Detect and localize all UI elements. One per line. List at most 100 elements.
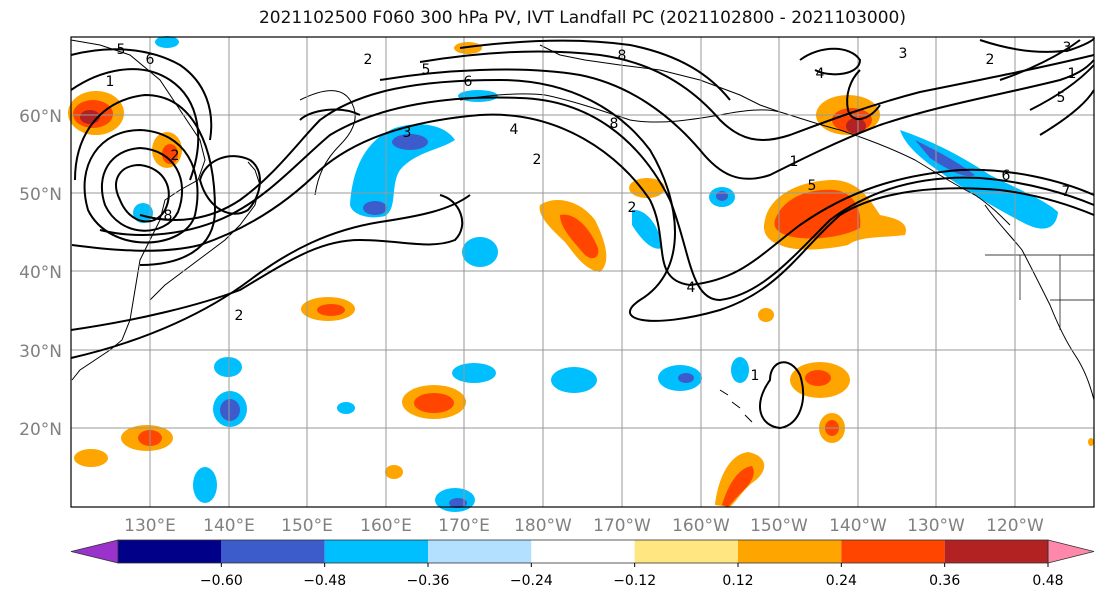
contour-label: 5: [808, 178, 817, 194]
lon-label: 140°W: [829, 516, 887, 536]
coastline-alaska-north: [539, 44, 781, 113]
map-title: 2021102500 F060 300 hPa PV, IVT Landfall…: [258, 8, 906, 28]
contour-line: [459, 39, 731, 101]
lon-label: 180°W: [514, 516, 572, 536]
contour-label: 2: [986, 52, 995, 68]
contour-line: [419, 50, 1095, 141]
contour-label: 3: [1063, 40, 1072, 56]
shade-blob: [414, 393, 454, 413]
colorbar-tick-label: 0.24: [826, 573, 857, 589]
ivt-contours: [70, 37, 1095, 430]
contour-label: 8: [610, 116, 619, 132]
contour-line: [139, 78, 1095, 322]
colorbar-segment: [634, 540, 738, 563]
latitude-labels: 60°N 50°N 40°N 30°N 20°N: [19, 107, 62, 440]
colorbar-segment: [221, 540, 325, 563]
lon-label: 150°E: [281, 516, 333, 536]
lon-label: 120°W: [986, 516, 1044, 536]
shade-blob: [337, 402, 355, 414]
shade-blob: [1088, 438, 1094, 446]
contour-line: [83, 128, 199, 244]
contour-line: [70, 48, 213, 141]
colorbar-segment: [324, 540, 428, 563]
contour-label: 5: [422, 62, 431, 78]
contour-label: 5: [1057, 90, 1066, 106]
lon-label: 160°E: [360, 516, 412, 536]
contour-label: 1: [751, 368, 760, 384]
colorbar-tick-label: −0.24: [510, 573, 553, 589]
contour-line: [999, 39, 1081, 81]
colorbar-segment: [118, 540, 222, 563]
contour-line: [74, 93, 217, 266]
contour-line: [71, 113, 1095, 287]
contour-label: 2: [628, 200, 637, 216]
contour-label: 6: [146, 52, 155, 68]
colorbar-extend-min: [70, 539, 119, 564]
contour-label: 4: [687, 280, 696, 296]
lon-label: 160°W: [672, 516, 730, 536]
shade-blob: [560, 214, 599, 259]
colorbar-segment: [428, 540, 532, 563]
shade-blob: [462, 237, 498, 267]
shade-blob: [385, 465, 403, 479]
colorbar-segment: [738, 540, 842, 563]
contour-label: 1: [790, 154, 799, 170]
contour-label: 8: [618, 48, 627, 64]
colorbar-segment: [531, 540, 635, 563]
contour-label: 4: [816, 66, 825, 82]
contour-label: 8: [164, 208, 173, 224]
colorbar-outline: [117, 539, 1049, 564]
shade-blob: [846, 118, 866, 134]
contour-line: [198, 155, 261, 215]
contour-label: 3: [403, 125, 412, 141]
longitude-labels: 130°E 140°E 150°E 160°E 170°E 180°W 170°W 160°W…: [124, 516, 1044, 536]
contour-label: 5: [117, 42, 126, 58]
shade-blob: [551, 367, 597, 393]
shade-blob: [678, 373, 694, 383]
shade-blob: [350, 124, 455, 218]
colorbar-segment: [841, 540, 945, 563]
colorbar-tick-label: −0.36: [407, 573, 450, 589]
contour-line: [1029, 64, 1095, 111]
shade-blob: [449, 498, 467, 508]
contour-line: [115, 163, 170, 223]
contour-labels: 5 6 1 2 5 6 8 8 4 3 2 3 4 5 3 2 1 8 2 2 …: [106, 40, 1077, 384]
colorbar-tick-label: 0.36: [929, 573, 960, 589]
state-borders: [985, 254, 1094, 330]
contour-label: 4: [510, 122, 519, 138]
lat-label: 60°N: [19, 107, 62, 127]
shade-blob: [363, 201, 387, 215]
coastline-alaska-south: [459, 93, 1011, 226]
lat-label: 50°N: [19, 185, 62, 205]
contour-line: [379, 59, 1095, 180]
colorbar-extend-max: [1047, 539, 1095, 564]
contour-line: [70, 194, 464, 331]
contour-line: [759, 361, 805, 430]
shade-blob: [632, 209, 662, 249]
shade-blob: [220, 399, 240, 421]
shade-blob: [74, 449, 108, 467]
coastline-asia: [70, 39, 206, 381]
colorbar-tick-label: −0.12: [613, 573, 656, 589]
shade-blob: [452, 363, 496, 383]
lat-label: 40°N: [19, 263, 62, 283]
colorbar-tick-label: −0.60: [200, 573, 243, 589]
contour-line: [70, 194, 471, 359]
contour-label: 2: [171, 148, 180, 164]
lat-label: 20°N: [19, 420, 62, 440]
map-frame: [70, 36, 1095, 508]
contour-line: [99, 96, 1095, 302]
shade-blob: [722, 466, 754, 507]
shade-blob: [214, 357, 242, 377]
contour-line: [100, 146, 183, 232]
colorbar-segment: [944, 540, 1048, 563]
contour-label: 2: [235, 308, 244, 324]
lon-label: 170°E: [438, 516, 490, 536]
lon-label: 130°W: [907, 516, 965, 536]
contour-label: 7: [1062, 184, 1071, 200]
contour-line: [299, 108, 361, 121]
contour-label: 6: [1002, 168, 1011, 184]
contour-line: [979, 37, 1095, 53]
colorbar: −0.60 −0.48 −0.36 −0.24 −0.12 0.12 0.24 0.36 0.4…: [70, 539, 1095, 589]
shade-blob: [454, 42, 482, 54]
